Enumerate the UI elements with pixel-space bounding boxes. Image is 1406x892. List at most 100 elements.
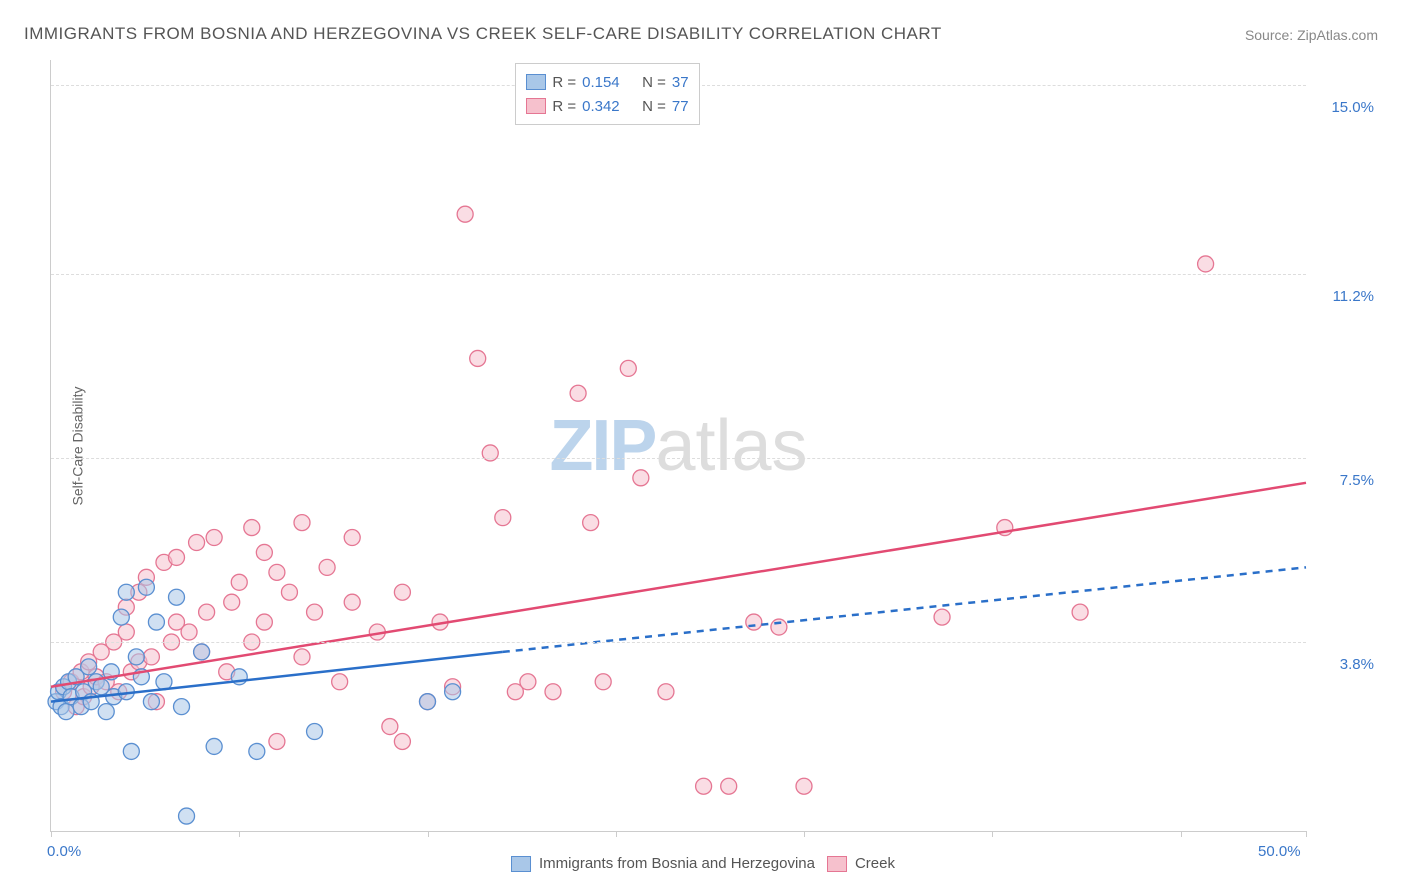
scatter-point-pink bbox=[256, 544, 272, 560]
gridline bbox=[51, 642, 1306, 643]
scatter-point-pink bbox=[199, 604, 215, 620]
scatter-point-pink bbox=[281, 584, 297, 600]
x-tick bbox=[1306, 831, 1307, 837]
scatter-point-pink bbox=[118, 624, 134, 640]
scatter-point-pink bbox=[470, 350, 486, 366]
legend-bottom: Immigrants from Bosnia and HerzegovinaCr… bbox=[511, 855, 895, 872]
y-tick-label: 15.0% bbox=[1331, 99, 1374, 116]
scatter-point-blue bbox=[420, 694, 436, 710]
y-tick-label: 7.5% bbox=[1340, 472, 1374, 489]
scatter-point-pink bbox=[934, 609, 950, 625]
scatter-point-pink bbox=[224, 594, 240, 610]
scatter-point-blue bbox=[179, 808, 195, 824]
scatter-point-pink bbox=[746, 614, 762, 630]
chart-svg bbox=[51, 60, 1306, 831]
scatter-point-pink bbox=[796, 778, 812, 794]
legend-series-name: Immigrants from Bosnia and Herzegovina bbox=[539, 855, 815, 872]
scatter-point-blue bbox=[174, 699, 190, 715]
legend-n-label: N = bbox=[642, 74, 666, 91]
regression-line bbox=[503, 567, 1306, 652]
scatter-point-pink bbox=[1072, 604, 1088, 620]
scatter-point-blue bbox=[206, 738, 222, 754]
scatter-point-blue bbox=[81, 659, 97, 675]
y-tick-label: 3.8% bbox=[1340, 656, 1374, 673]
scatter-point-pink bbox=[457, 206, 473, 222]
legend-n-value: 77 bbox=[672, 98, 689, 115]
scatter-point-pink bbox=[256, 614, 272, 630]
scatter-point-pink bbox=[595, 674, 611, 690]
scatter-point-blue bbox=[128, 649, 144, 665]
x-tick bbox=[992, 831, 993, 837]
scatter-point-pink bbox=[231, 574, 247, 590]
scatter-point-blue bbox=[307, 724, 323, 740]
plot-area: ZIPatlas 3.8%7.5%11.2%15.0%0.0%50.0%R =0… bbox=[50, 60, 1306, 832]
scatter-point-pink bbox=[344, 530, 360, 546]
scatter-point-pink bbox=[620, 360, 636, 376]
scatter-point-pink bbox=[344, 594, 360, 610]
scatter-point-blue bbox=[143, 694, 159, 710]
scatter-point-blue bbox=[148, 614, 164, 630]
scatter-point-pink bbox=[269, 564, 285, 580]
scatter-point-blue bbox=[445, 684, 461, 700]
scatter-point-pink bbox=[583, 515, 599, 531]
scatter-point-pink bbox=[570, 385, 586, 401]
legend-swatch bbox=[526, 98, 546, 114]
source-attribution: Source: ZipAtlas.com bbox=[1245, 27, 1378, 43]
scatter-point-pink bbox=[520, 674, 536, 690]
scatter-point-pink bbox=[294, 515, 310, 531]
y-tick-label: 11.2% bbox=[1333, 288, 1374, 305]
scatter-point-blue bbox=[113, 609, 129, 625]
legend-n-value: 37 bbox=[672, 74, 689, 91]
legend-r-label: R = bbox=[552, 98, 576, 115]
gridline bbox=[51, 274, 1306, 275]
x-tick-label: 50.0% bbox=[1258, 843, 1301, 860]
scatter-point-pink bbox=[658, 684, 674, 700]
legend-swatch bbox=[827, 856, 847, 872]
scatter-point-pink bbox=[307, 604, 323, 620]
legend-r-value: 0.154 bbox=[582, 74, 636, 91]
scatter-point-pink bbox=[394, 584, 410, 600]
legend-swatch bbox=[526, 74, 546, 90]
x-tick-label: 0.0% bbox=[47, 843, 81, 860]
legend-bottom-item: Immigrants from Bosnia and Herzegovina bbox=[511, 855, 815, 872]
scatter-point-blue bbox=[138, 579, 154, 595]
x-tick bbox=[804, 831, 805, 837]
legend-r-value: 0.342 bbox=[582, 98, 636, 115]
scatter-point-pink bbox=[394, 733, 410, 749]
scatter-point-blue bbox=[194, 644, 210, 660]
legend-swatch bbox=[511, 856, 531, 872]
scatter-point-pink bbox=[771, 619, 787, 635]
scatter-point-pink bbox=[319, 559, 335, 575]
x-tick bbox=[616, 831, 617, 837]
scatter-point-blue bbox=[169, 589, 185, 605]
scatter-point-blue bbox=[58, 704, 74, 720]
scatter-point-blue bbox=[123, 743, 139, 759]
gridline bbox=[51, 458, 1306, 459]
scatter-point-pink bbox=[169, 549, 185, 565]
scatter-point-pink bbox=[332, 674, 348, 690]
chart-title: IMMIGRANTS FROM BOSNIA AND HERZEGOVINA V… bbox=[24, 24, 942, 44]
scatter-point-pink bbox=[545, 684, 561, 700]
legend-stats: R = 0.154 N = 37 R = 0.342 N = 77 bbox=[515, 63, 699, 125]
scatter-point-blue bbox=[98, 704, 114, 720]
scatter-point-pink bbox=[721, 778, 737, 794]
legend-stats-row: R = 0.154 N = 37 bbox=[526, 70, 688, 94]
scatter-point-pink bbox=[181, 624, 197, 640]
scatter-point-pink bbox=[206, 530, 222, 546]
legend-n-label: N = bbox=[642, 98, 666, 115]
x-tick bbox=[1181, 831, 1182, 837]
scatter-point-pink bbox=[495, 510, 511, 526]
scatter-point-pink bbox=[382, 719, 398, 735]
scatter-point-blue bbox=[118, 584, 134, 600]
scatter-point-blue bbox=[249, 743, 265, 759]
legend-r-label: R = bbox=[552, 74, 576, 91]
scatter-point-pink bbox=[143, 649, 159, 665]
scatter-point-pink bbox=[696, 778, 712, 794]
scatter-point-pink bbox=[189, 534, 205, 550]
scatter-point-pink bbox=[633, 470, 649, 486]
scatter-point-pink bbox=[269, 733, 285, 749]
scatter-point-pink bbox=[294, 649, 310, 665]
legend-stats-row: R = 0.342 N = 77 bbox=[526, 94, 688, 118]
scatter-point-pink bbox=[1198, 256, 1214, 272]
x-tick bbox=[51, 831, 52, 837]
